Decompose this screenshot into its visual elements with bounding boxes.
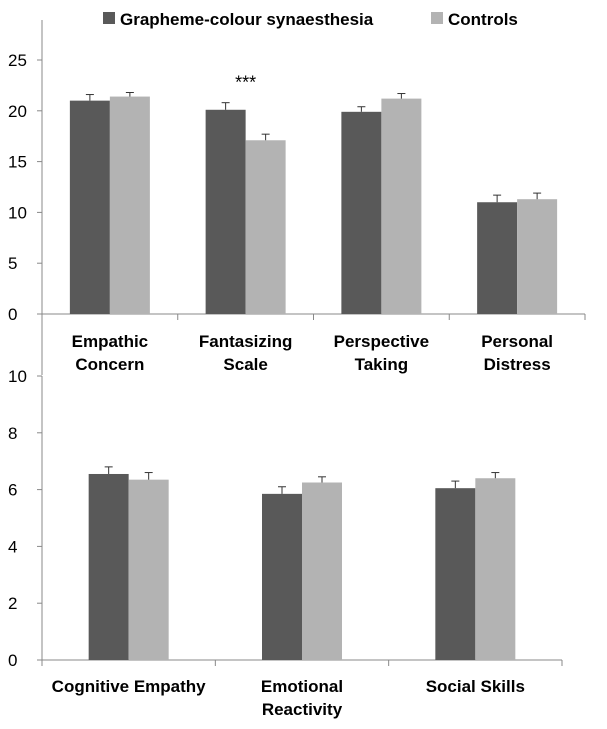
- legend-label-controls: Controls: [448, 10, 518, 29]
- bar-synaesthesia: [262, 493, 302, 660]
- bar-synaesthesia: [477, 202, 518, 314]
- y-tick-label: 25: [8, 51, 27, 70]
- bar-controls: [475, 478, 516, 660]
- x-category-label: Taking: [355, 355, 409, 374]
- y-tick-label: 0: [8, 305, 17, 324]
- y-tick-label: 10: [8, 367, 27, 386]
- bar-synaesthesia: [205, 109, 246, 314]
- y-tick-label: 2: [8, 594, 17, 613]
- bar-controls: [302, 482, 342, 660]
- significance-annotation: ***: [235, 73, 256, 93]
- x-category-label: Perspective: [334, 332, 429, 351]
- y-tick-label: 0: [8, 651, 17, 670]
- bar-controls: [381, 98, 422, 314]
- y-tick-label: 15: [8, 153, 27, 172]
- legend: Grapheme-colour synaesthesia Controls: [103, 10, 518, 29]
- legend-swatch-synaesthesia: [103, 12, 115, 24]
- bar-synaesthesia: [88, 473, 129, 660]
- legend-label-synaesthesia: Grapheme-colour synaesthesia: [120, 10, 374, 29]
- y-tick-label: 10: [8, 203, 27, 222]
- y-tick-label: 20: [8, 102, 27, 121]
- y-tick-label: 4: [8, 537, 17, 556]
- x-category-label: Empathic: [72, 332, 149, 351]
- legend-swatch-controls: [431, 12, 443, 24]
- chart-top: 0 5 10 15 20 25 Empathic Concern Fantasizing Scal…: [8, 20, 586, 375]
- x-category-label: Social Skills: [426, 677, 525, 696]
- y-tick-label: 6: [8, 481, 17, 500]
- x-category-label: Reactivity: [262, 700, 343, 719]
- bar-synaesthesia: [435, 488, 476, 660]
- y-tick-label: 8: [8, 424, 17, 443]
- chart-bottom: 0 2 4 6 8 10 Cognitive Empathy Emotional Reactiv…: [8, 367, 563, 719]
- bar-controls: [109, 96, 150, 315]
- bar-synaesthesia: [341, 111, 382, 314]
- x-category-label: Emotional: [261, 677, 343, 696]
- x-category-label: Scale: [223, 355, 267, 374]
- bar-controls: [245, 140, 286, 314]
- bar-controls: [517, 199, 558, 314]
- x-category-label: Cognitive Empathy: [52, 677, 207, 696]
- y-tick-label: 5: [8, 254, 17, 273]
- x-category-label: Fantasizing: [199, 332, 293, 351]
- bar-synaesthesia: [69, 100, 110, 314]
- x-category-label: Concern: [75, 355, 144, 374]
- bar-controls: [128, 479, 169, 660]
- x-category-label: Distress: [484, 355, 551, 374]
- x-category-label: Personal: [481, 332, 553, 351]
